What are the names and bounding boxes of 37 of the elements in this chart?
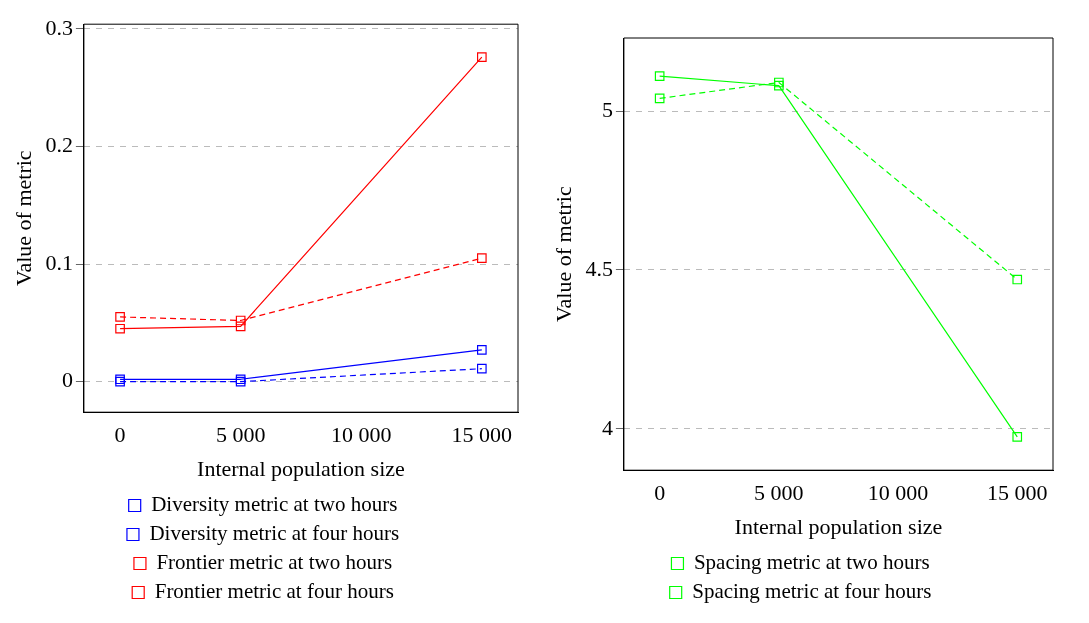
y-axis-title: Value of metric	[550, 186, 576, 322]
y-tick-label: 4	[601, 414, 613, 440]
point	[476, 363, 487, 374]
x-axis-title: Internal population size	[197, 455, 405, 481]
point	[654, 71, 665, 81]
point	[1012, 274, 1023, 285]
x-tick-label: 10 000	[330, 422, 392, 448]
point	[115, 323, 125, 334]
point	[115, 312, 125, 322]
x-tick-label: 0	[114, 422, 126, 448]
legend-label: Frontier metric at four hours	[154, 579, 394, 604]
y-tick-label: 5	[601, 96, 613, 122]
x-tick-label: 0	[654, 480, 666, 506]
legend-label: Frontier metric at two hours	[156, 550, 393, 575]
legend-label: Diversity metric at four hours	[149, 521, 400, 546]
point	[235, 315, 246, 326]
y-tick-label: 0.1	[45, 249, 73, 275]
x-axis-title: Internal population size	[734, 513, 943, 539]
x-tick-label: 15 000	[986, 480, 1048, 506]
point	[1012, 431, 1023, 442]
point	[654, 93, 665, 104]
x-tick-label: 5 000	[215, 422, 266, 448]
legend-label: Spacing metric at two hours	[693, 550, 930, 575]
x-tick-label: 15 000	[451, 422, 513, 448]
legend-label: Diversity metric at two hours	[151, 492, 398, 517]
x-tick-label: 5 000	[754, 480, 804, 506]
y-tick-label: 0	[61, 367, 73, 393]
y-tick-label: 0.2	[45, 132, 73, 158]
point	[476, 345, 487, 355]
x-tick-label: 10 000	[867, 480, 929, 506]
y-axis-title: Value of metric	[10, 150, 36, 286]
point	[476, 253, 487, 264]
y-tick-label: 0.3	[45, 14, 73, 40]
point	[476, 52, 487, 62]
legend-label: Spacing metric at four hours	[692, 579, 932, 604]
point	[235, 321, 246, 332]
y-tick-label: 4.5	[585, 255, 613, 281]
